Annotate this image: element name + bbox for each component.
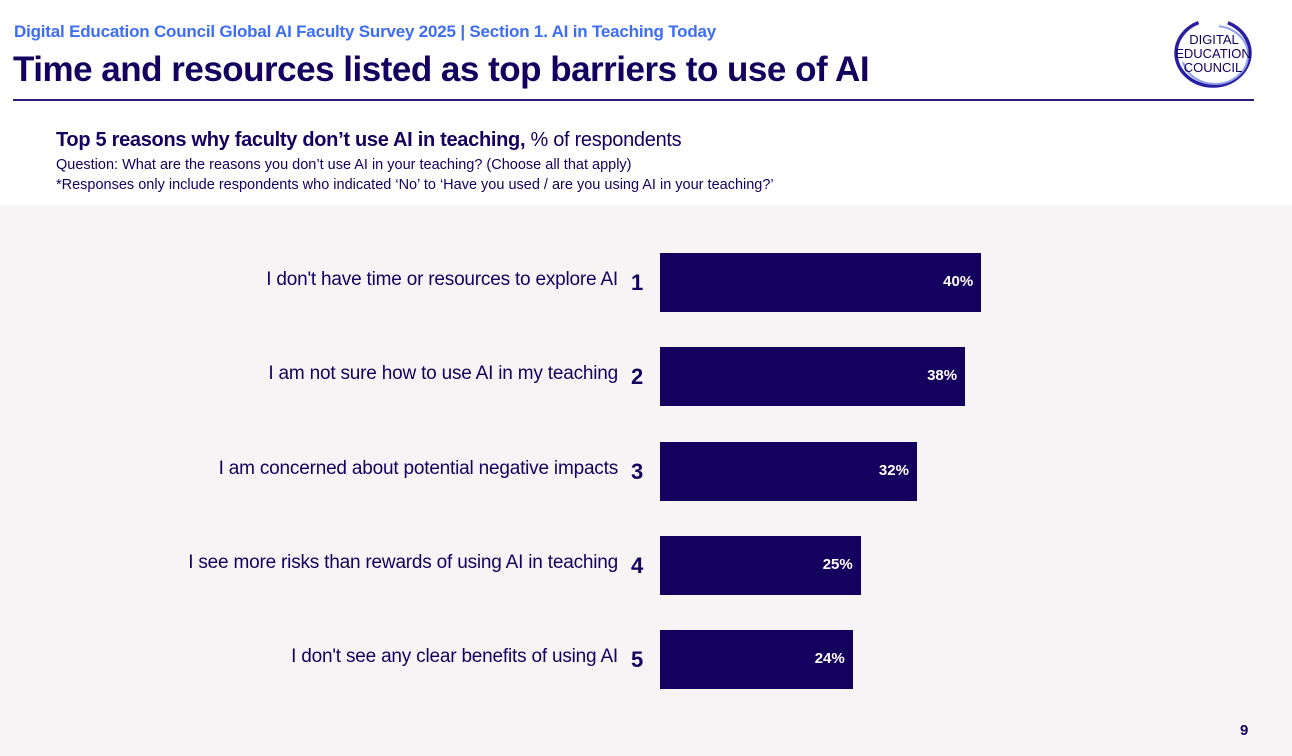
category-label: I am not sure how to use AI in my teachi… bbox=[268, 363, 618, 384]
bar: 32% bbox=[660, 442, 917, 501]
chart-title-unit: % of respondents bbox=[525, 129, 682, 151]
chart-area bbox=[0, 205, 1292, 756]
section-kicker: Digital Education Council Global AI Facu… bbox=[14, 22, 717, 41]
chart-question: Question: What are the reasons you don’t… bbox=[56, 157, 632, 173]
chart-title-bold: Top 5 reasons why faculty don’t use AI i… bbox=[56, 129, 526, 151]
rank-label: 1 bbox=[631, 270, 644, 295]
bar-row: I see more risks than rewards of using A… bbox=[0, 536, 1292, 595]
value-label: 32% bbox=[878, 462, 909, 479]
rank-label: 5 bbox=[631, 647, 644, 672]
chart-header: Top 5 reasons why faculty don’t use AI i… bbox=[56, 129, 774, 195]
bar: 38% bbox=[660, 347, 966, 406]
value-label: 38% bbox=[927, 367, 958, 384]
category-label: I see more risks than rewards of using A… bbox=[188, 552, 618, 573]
value-label: 40% bbox=[943, 273, 974, 290]
svg-text:COUNCIL: COUNCIL bbox=[1184, 60, 1243, 75]
rank-label: 2 bbox=[631, 364, 644, 389]
svg-text:DIGITAL: DIGITAL bbox=[1189, 32, 1239, 47]
bar-row: I don't have time or resources to explor… bbox=[0, 253, 1292, 312]
category-label: I don't have time or resources to explor… bbox=[266, 269, 618, 290]
rank-label: 3 bbox=[631, 459, 644, 484]
bar: 25% bbox=[660, 536, 861, 595]
category-label: I don't see any clear benefits of using … bbox=[291, 646, 618, 667]
bar: 24% bbox=[660, 630, 853, 689]
bar-row: I am concerned about potential negative … bbox=[0, 442, 1292, 501]
category-label: I am concerned about potential negative … bbox=[218, 458, 619, 479]
page-title: Time and resources listed as top barrier… bbox=[13, 50, 870, 89]
value-label: 25% bbox=[822, 556, 853, 573]
chart-note: *Responses only include respondents who … bbox=[56, 177, 774, 193]
bar-row: I don't see any clear benefits of using … bbox=[0, 630, 1292, 689]
bar: 40% bbox=[660, 253, 982, 312]
chart-title: Top 5 reasons why faculty don’t use AI i… bbox=[56, 129, 774, 152]
rank-label: 4 bbox=[631, 553, 644, 578]
title-divider bbox=[13, 99, 1254, 101]
dec-logo: DIGITAL EDUCATION COUNCIL bbox=[1174, 18, 1252, 88]
page-number: 9 bbox=[1240, 722, 1249, 739]
bar-row: I am not sure how to use AI in my teachi… bbox=[0, 347, 1292, 406]
svg-text:EDUCATION: EDUCATION bbox=[1175, 46, 1251, 61]
value-label: 24% bbox=[814, 650, 845, 667]
